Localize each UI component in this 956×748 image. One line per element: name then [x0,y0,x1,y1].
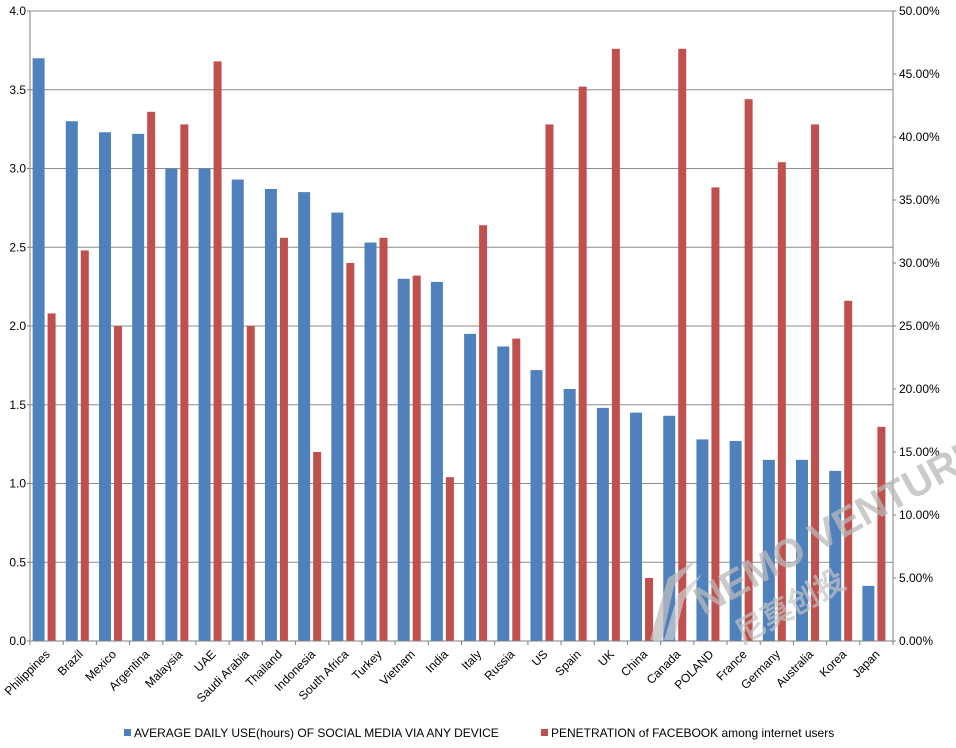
right-tick-label: 35.00% [899,193,940,207]
bar-avg-daily-use [430,281,443,641]
bar-facebook-penetration [412,275,421,641]
watermark-logo-icon [650,560,702,640]
left-tick-label: 1.5 [9,398,26,412]
bar-facebook-penetration [711,187,720,641]
category-label: Brazil [55,647,86,678]
category-label: UAE [191,647,218,674]
bar-facebook-penetration [180,124,189,641]
bar-facebook-penetration [578,86,587,642]
left-axis-ticks: 0.0 0.5 1.0 1.5 2.0 2.5 3.0 3.5 4.0 [9,4,26,648]
right-tick-label: 20.00% [899,382,940,396]
bar-facebook-penetration [645,578,654,641]
bar-avg-daily-use [298,192,311,641]
axes [27,10,896,645]
right-tick-label: 40.00% [899,130,940,144]
category-label: UK [595,647,617,669]
bar-facebook-penetration [213,61,222,641]
bar-avg-daily-use [829,470,842,641]
bar-facebook-penetration [811,124,820,641]
bar-avg-daily-use [596,407,609,641]
bar-avg-daily-use [630,412,643,641]
bar-facebook-penetration [346,263,355,641]
bar-avg-daily-use [729,440,742,641]
bar-facebook-penetration [147,111,156,642]
bar-avg-daily-use [862,585,875,641]
right-tick-label: 5.00% [899,571,933,585]
bar-avg-daily-use [331,212,344,641]
category-label: Vietnam [377,647,418,688]
bar-avg-daily-use [397,278,410,641]
bar-facebook-penetration [744,99,753,641]
legend: AVERAGE DAILY USE(hours) OF SOCIAL MEDIA… [124,726,834,740]
left-tick-label: 2.0 [9,319,26,333]
bar-avg-daily-use [796,459,809,641]
category-labels: Philippines BrazilMexicoArgentinaMalaysia… [2,647,883,705]
category-label: Spain [552,647,584,679]
left-tick-label: 0.0 [9,634,26,648]
right-tick-label: 50.00% [899,4,940,18]
bar-avg-daily-use [364,242,377,641]
bar-avg-daily-use [696,439,709,641]
category-label: Korea [817,647,850,680]
right-tick-label: 30.00% [899,256,940,270]
bar-facebook-penetration [512,338,521,641]
right-tick-label: 10.00% [899,508,940,522]
category-label: US [529,647,551,669]
bar-avg-daily-use [464,333,477,641]
bar-facebook-penetration [113,326,122,641]
bar-avg-daily-use [165,168,178,641]
bar-facebook-penetration [777,162,786,641]
bar-facebook-penetration [246,326,255,641]
right-axis-ticks: 0.00% 5.00% 10.00% 15.00% 20.00% 25.00% 30.00%… [899,4,940,648]
bar-avg-daily-use [65,121,78,641]
bar-facebook-penetration [47,313,56,641]
right-tick-label: 45.00% [899,67,940,81]
right-tick-label: 0.00% [899,634,933,648]
bar-facebook-penetration [80,250,89,641]
category-label: Japan [850,647,883,680]
bar-facebook-penetration [379,237,388,642]
bar-avg-daily-use [497,346,510,641]
bar-facebook-penetration [313,452,322,641]
legend-label: PENETRATION of FACEBOOK among internet u… [551,726,834,740]
category-label: India [423,647,452,676]
bar-facebook-penetration [279,237,288,642]
left-tick-label: 4.0 [9,4,26,18]
bar-facebook-penetration [877,426,886,641]
category-label: Australia [773,647,816,690]
left-tick-label: 3.5 [9,83,26,97]
bar-avg-daily-use [32,58,45,641]
legend-label: AVERAGE DAILY USE(hours) OF SOCIAL MEDIA… [134,726,499,740]
bar-avg-daily-use [231,179,244,641]
right-tick-label: 25.00% [899,319,940,333]
legend-swatch [124,729,131,736]
bar-avg-daily-use [132,133,145,641]
bar-series [32,48,886,642]
bar-facebook-penetration [479,225,488,641]
bar-avg-daily-use [98,132,111,641]
left-tick-label: 3.0 [9,162,26,176]
bar-facebook-penetration [611,48,620,642]
category-label: Philippines [2,647,53,698]
left-tick-label: 2.5 [9,240,26,254]
bar-facebook-penetration [445,477,454,641]
bar-avg-daily-use [198,168,211,641]
bar-facebook-penetration [545,124,554,641]
category-label: Russia [482,647,518,683]
bar-avg-daily-use [530,370,543,641]
right-tick-label: 15.00% [899,445,940,459]
bar-avg-daily-use [563,389,576,641]
bar-facebook-penetration [678,48,687,642]
category-label: Italy [459,647,484,672]
bar-avg-daily-use [264,188,277,641]
left-tick-label: 0.5 [9,555,26,569]
legend-swatch [541,729,548,736]
left-tick-label: 1.0 [9,477,26,491]
bar-facebook-penetration [844,300,853,641]
bar-avg-daily-use [762,459,775,641]
